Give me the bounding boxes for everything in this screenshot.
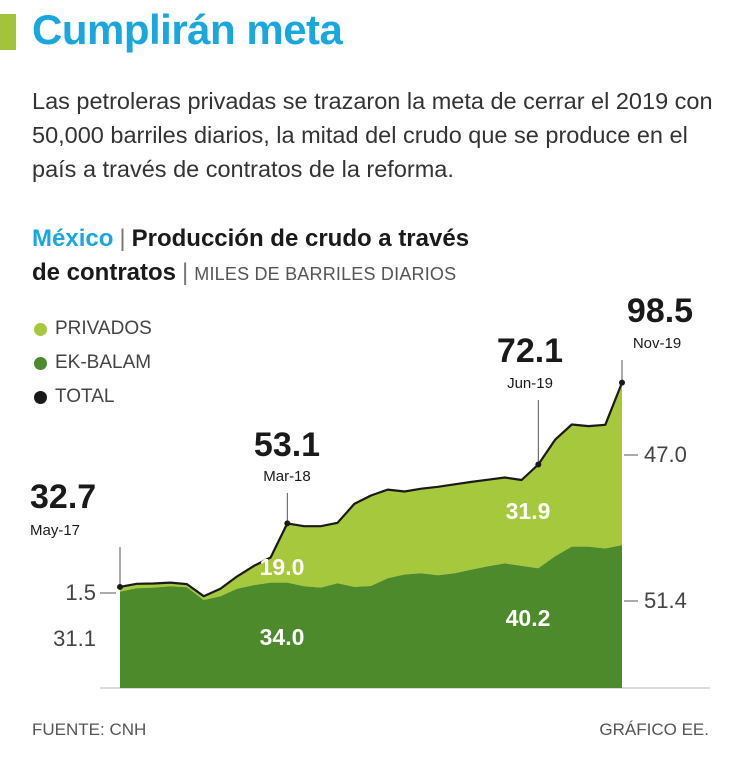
callout-date-may-17: May-17 (30, 522, 80, 539)
legend-item-privados: PRIVADOS (34, 312, 152, 346)
header-separator: | (119, 225, 126, 252)
label-ekbalam-start: 31.1 (53, 626, 96, 651)
chart-labels: 32.7 May-17 53.1 Mar-18 72.1 Jun-19 98.5 Nov-19… (30, 292, 693, 651)
callout-date-nov-19: Nov-19 (633, 335, 681, 352)
ek-balam-area (120, 545, 622, 688)
page-title: Cumplirán meta (32, 6, 343, 53)
legend-swatch-total (34, 390, 47, 404)
chart-country: México (32, 225, 114, 252)
chart-unit: MILES DE BARRILES DIARIOS (194, 264, 457, 284)
callout-value-nov-19: 98.5 (627, 292, 693, 330)
callout-value-mar-18: 53.1 (254, 426, 320, 464)
chart-legend: PRIVADOS EK-BALAM TOTAL (34, 312, 152, 414)
chart-areas (100, 382, 710, 689)
legend-label-privados: PRIVADOS (55, 318, 152, 339)
total-point-may-17 (117, 583, 123, 590)
label-privados-end: 47.0 (644, 442, 687, 467)
source-note: FUENTE: CNH (32, 720, 147, 739)
label-privados-start: 1.5 (65, 580, 96, 605)
privados-area (120, 382, 622, 600)
callout-value-may-17: 32.7 (30, 478, 96, 516)
total-point-nov-19 (619, 379, 625, 386)
callout-date-mar-18: Mar-18 (263, 468, 311, 485)
legend-label-ek-balam: EK-BALAM (55, 352, 152, 373)
callout-value-jun-19: 72.1 (497, 332, 563, 370)
intro-text: Las petroleras privadas se trazaron la m… (32, 88, 713, 182)
legend-item-ek-balam: EK-BALAM (34, 346, 152, 380)
chart-lines (117, 360, 625, 598)
total-point-jun-19 (535, 461, 542, 468)
legend-item-total: TOTAL (34, 380, 152, 414)
label-privados-mar18: 19.0 (260, 554, 305, 580)
header-separator-2: | (182, 259, 189, 286)
label-ekbalam-jun19: 40.2 (506, 605, 551, 631)
label-ekbalam-mar18: 34.0 (260, 624, 305, 650)
chart-title-line2: de contratos (32, 259, 177, 286)
total-point-mar-18 (284, 520, 291, 527)
label-ekbalam-end: 51.4 (644, 588, 687, 613)
legend-label-total: TOTAL (55, 386, 115, 407)
callout-date-jun-19: Jun-19 (507, 375, 553, 392)
legend-swatch-privados (34, 322, 47, 336)
legend-swatch-ek-balam (34, 356, 47, 370)
title-accent-bar (0, 14, 16, 50)
label-privados-jun19: 31.9 (506, 498, 551, 524)
chart-title-line1: Producción de crudo a través (131, 225, 470, 252)
chart-header: México | Producción de crudo a través de c… (32, 222, 469, 291)
credit-note: GRÁFICO EE. (599, 720, 709, 739)
